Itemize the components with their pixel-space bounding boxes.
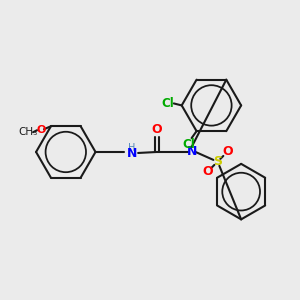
Text: S: S — [213, 155, 222, 168]
Text: O: O — [36, 125, 46, 135]
Text: O: O — [202, 165, 213, 178]
Text: Cl: Cl — [161, 97, 174, 110]
Text: N: N — [127, 148, 137, 160]
Text: Cl: Cl — [182, 137, 195, 151]
Text: H: H — [128, 143, 136, 153]
Text: CH₃: CH₃ — [19, 127, 38, 137]
Text: O: O — [152, 123, 162, 136]
Text: N: N — [186, 146, 197, 158]
Text: O: O — [222, 146, 232, 158]
